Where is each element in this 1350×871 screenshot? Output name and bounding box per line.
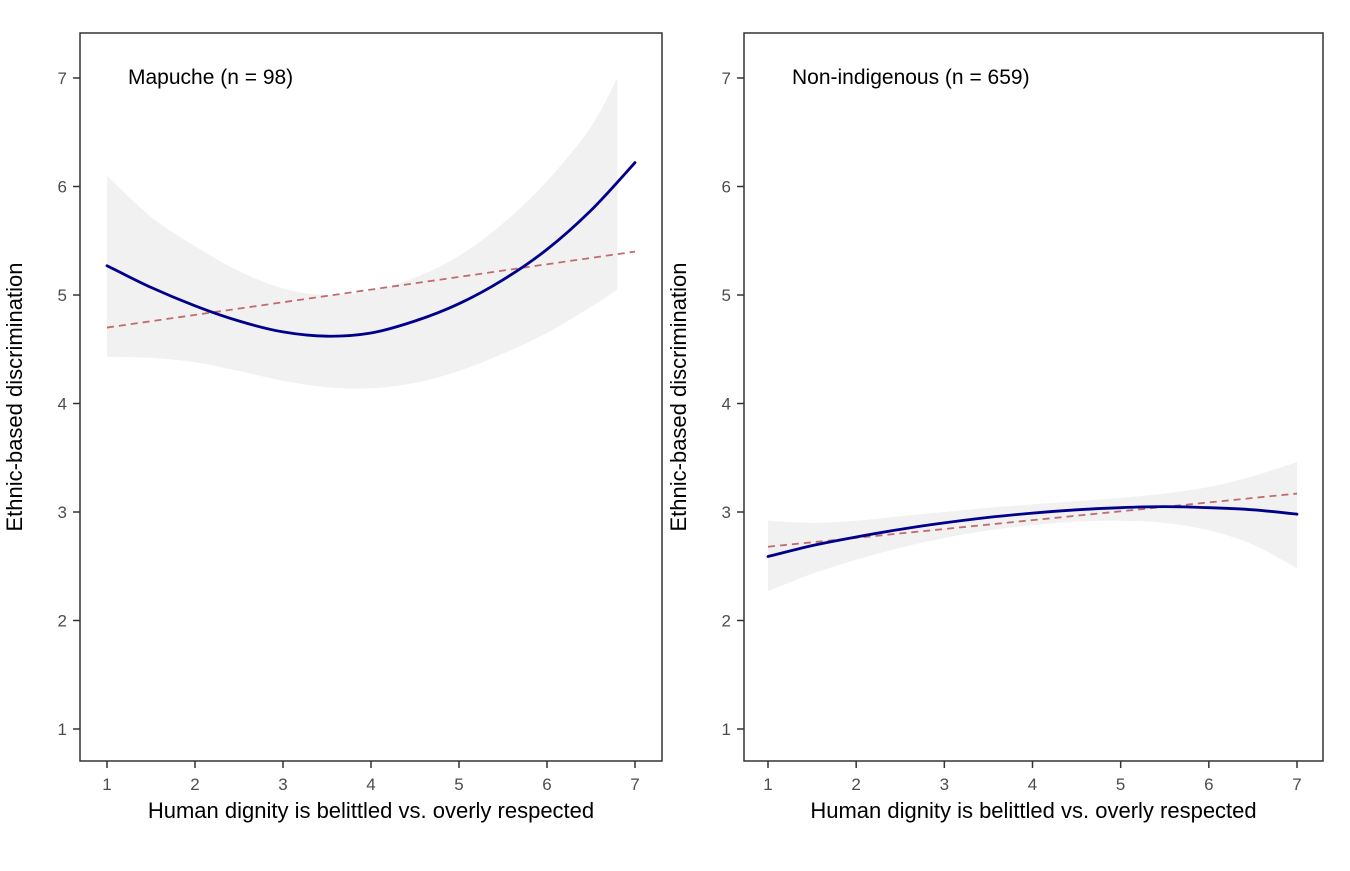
y-axis-title: Ethnic-based discrimination xyxy=(666,262,691,531)
x-tick-label: 7 xyxy=(630,775,639,794)
x-tick-label: 5 xyxy=(454,775,463,794)
x-tick-label: 6 xyxy=(542,775,551,794)
x-tick-label: 4 xyxy=(366,775,375,794)
y-tick-label: 2 xyxy=(722,612,731,631)
y-tick-label: 3 xyxy=(722,503,731,522)
y-tick-label: 3 xyxy=(58,503,67,522)
y-tick-label: 7 xyxy=(58,69,67,88)
x-tick-label: 3 xyxy=(940,775,949,794)
x-tick-label: 2 xyxy=(851,775,860,794)
confidence-band xyxy=(768,462,1297,592)
y-tick-label: 1 xyxy=(722,720,731,739)
x-tick-label: 1 xyxy=(763,775,772,794)
x-tick-label: 2 xyxy=(190,775,199,794)
panel-title: Mapuche (n = 98) xyxy=(128,66,293,89)
panel-border xyxy=(743,32,1324,762)
y-tick-label: 4 xyxy=(58,395,67,414)
x-tick-label: 3 xyxy=(278,775,287,794)
x-axis-title: Human dignity is belittled vs. overly re… xyxy=(148,798,594,823)
x-axis-title: Human dignity is belittled vs. overly re… xyxy=(810,798,1256,823)
panel-left: 1 2 3 4 5 6 7 1 2 3 4 5 6 7 Mapuche (n = 98) Human dign… xyxy=(2,32,663,823)
y-axis-title: Ethnic-based discrimination xyxy=(2,262,27,531)
smooth-fit-line xyxy=(105,161,637,338)
x-tick-label: 7 xyxy=(1292,775,1301,794)
y-tick-label: 5 xyxy=(58,286,67,305)
y-tick-label: 5 xyxy=(722,286,731,305)
linear-fit-line xyxy=(106,250,636,329)
y-tick-label: 1 xyxy=(58,720,67,739)
y-tick-label: 6 xyxy=(722,178,731,197)
confidence-band xyxy=(107,78,618,389)
panel-right: 1 2 3 4 5 6 7 1 2 3 4 5 6 7 Non-indigenous (n = 659) Hu… xyxy=(666,32,1324,823)
y-tick-label: 7 xyxy=(722,69,731,88)
x-tick-label: 6 xyxy=(1204,775,1213,794)
y-tick-label: 6 xyxy=(58,178,67,197)
panel-title: Non-indigenous (n = 659) xyxy=(792,66,1030,89)
smooth-fit-line xyxy=(766,505,1299,558)
x-tick-label: 5 xyxy=(1116,775,1125,794)
x-tick-label: 1 xyxy=(102,775,111,794)
x-tick-label: 4 xyxy=(1028,775,1037,794)
y-tick-label: 2 xyxy=(58,612,67,631)
y-tick-label: 4 xyxy=(722,395,731,414)
panel-border xyxy=(79,32,663,762)
